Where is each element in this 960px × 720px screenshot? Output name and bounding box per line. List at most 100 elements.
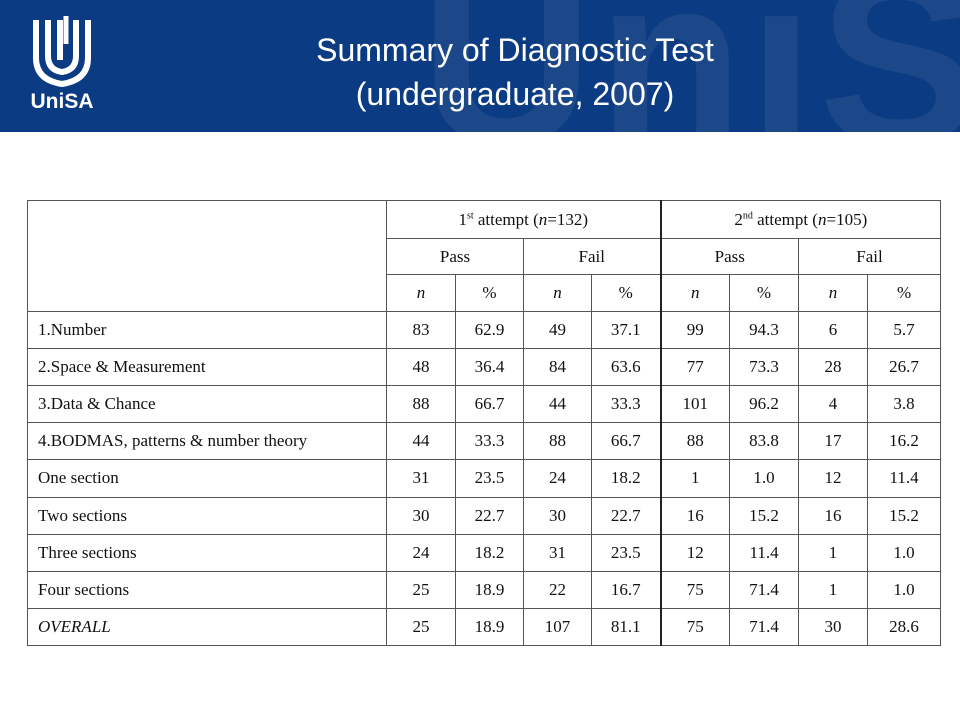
value-cell: 81.1 — [590, 607, 662, 647]
attempt-1-fail-header: Fail — [522, 238, 662, 275]
header-row-n-pct: n % n % n % n % — [28, 274, 942, 312]
value-cell: 25 — [386, 607, 456, 647]
unisa-logo-icon — [33, 16, 91, 88]
value-cell: 75 — [660, 607, 731, 647]
attempt-2-fail-header: Fail — [798, 238, 942, 275]
table-row: 3.Data & Chance 88 66.7 44 33.3 101 96.2 4 3.8 — [27, 385, 942, 424]
col-pct-header: % — [867, 274, 942, 312]
value-cell: 44 — [386, 422, 456, 461]
attempt-1-pass-header: Pass — [386, 238, 524, 275]
value-cell: 62.9 — [455, 310, 524, 350]
value-cell: 1 — [660, 459, 731, 498]
col-n-header: n — [386, 274, 456, 312]
value-cell: 30 — [386, 496, 456, 535]
value-cell: 16.7 — [590, 570, 662, 609]
table-row: 2.Space & Measurement 48 36.4 84 63.6 77 73.3 2… — [27, 348, 942, 387]
title-line-2: (undergraduate, 2007) — [355, 76, 675, 112]
value-cell: 18.9 — [455, 607, 524, 647]
row-label: 3.Data & Chance — [27, 385, 387, 424]
value-cell: 25 — [386, 570, 456, 609]
col-n-header: n — [798, 274, 869, 312]
row-label: 4.BODMAS, patterns & number theory — [27, 422, 387, 461]
value-cell: 33.3 — [590, 385, 662, 424]
value-cell: 15.2 — [729, 496, 800, 535]
table-row: 1.Number 83 62.9 49 37.1 99 94.3 6 5.7 — [27, 310, 942, 350]
value-cell: 99 — [660, 310, 731, 350]
value-cell: 18.9 — [455, 570, 524, 609]
value-cell: 94.3 — [729, 310, 800, 350]
attempt-1-header: 1st attempt (n=132) — [385, 200, 662, 239]
value-cell: 17 — [798, 422, 869, 461]
value-cell: 26.7 — [867, 348, 942, 387]
col-pct-header: % — [455, 274, 524, 312]
title-line-1: Summary of Diagnostic Test — [316, 32, 714, 68]
table-row: Three sections 24 18.2 31 23.5 12 11.4 1 1.0 — [27, 533, 942, 572]
value-cell: 107 — [523, 607, 592, 647]
value-cell: 48 — [386, 348, 456, 387]
value-cell: 83.8 — [729, 422, 800, 461]
value-cell: 1.0 — [729, 459, 800, 498]
row-label: 2.Space & Measurement — [27, 348, 387, 387]
value-cell: 66.7 — [590, 422, 662, 461]
header-watermark: UniSA — [420, 0, 960, 132]
row-label: Four sections — [27, 570, 387, 609]
row-label: Two sections — [27, 496, 387, 535]
slide-title: Summary of Diagnostic Test (undergraduat… — [200, 28, 830, 116]
slide-header: UniSA UniSA Summary of Diagnostic Test (… — [0, 0, 960, 132]
value-cell: 1 — [798, 570, 869, 609]
attempt-2-header: 2nd attempt (n=105) — [660, 200, 942, 239]
value-cell: 23.5 — [590, 533, 662, 572]
value-cell: 44 — [523, 385, 592, 424]
value-cell: 73.3 — [729, 348, 800, 387]
value-cell: 12 — [798, 459, 869, 498]
header-row-attempts: 1st attempt (n=132) 2nd attempt (n=105) — [27, 200, 942, 312]
value-cell: 88 — [523, 422, 592, 461]
col-n-header: n — [660, 274, 731, 312]
value-cell: 28 — [798, 348, 869, 387]
value-cell: 16.2 — [867, 422, 942, 461]
table-body: 1.Number 83 62.9 49 37.1 99 94.3 6 5.7 2.Space & … — [27, 310, 942, 647]
value-cell: 18.2 — [455, 533, 524, 572]
table-row: Two sections 30 22.7 30 22.7 16 15.2 16 15.2 — [27, 496, 942, 535]
value-cell: 18.2 — [590, 459, 662, 498]
value-cell: 22.7 — [455, 496, 524, 535]
value-cell: 96.2 — [729, 385, 800, 424]
value-cell: 12 — [660, 533, 731, 572]
value-cell: 33.3 — [455, 422, 524, 461]
col-pct-header: % — [729, 274, 800, 312]
corner-cell — [27, 200, 387, 312]
value-cell: 3.8 — [867, 385, 942, 424]
table-row: 4.BODMAS, patterns & number theory 44 33.3… — [27, 422, 942, 461]
attempt-2-pass-header: Pass — [660, 238, 800, 275]
value-cell: 71.4 — [729, 570, 800, 609]
value-cell: 1.0 — [867, 570, 942, 609]
value-cell: 16 — [660, 496, 731, 535]
value-cell: 31 — [523, 533, 592, 572]
logo-text: UniSA — [30, 90, 94, 113]
row-label: Three sections — [27, 533, 387, 572]
value-cell: 1 — [798, 533, 869, 572]
table-row: One section 31 23.5 24 18.2 1 1.0 12 11.4 — [27, 459, 942, 498]
value-cell: 5.7 — [867, 310, 942, 350]
value-cell: 22.7 — [590, 496, 662, 535]
value-cell: 36.4 — [455, 348, 524, 387]
value-cell: 11.4 — [729, 533, 800, 572]
value-cell: 28.6 — [867, 607, 942, 647]
value-cell: 11.4 — [867, 459, 942, 498]
value-cell: 77 — [660, 348, 731, 387]
row-label: OVERALL — [27, 607, 387, 647]
header-row-pass-fail: Pass Fail Pass Fail — [28, 238, 942, 275]
value-cell: 30 — [523, 496, 592, 535]
col-pct-header: % — [590, 274, 662, 312]
row-label: 1.Number — [27, 310, 387, 350]
table-row: OVERALL 25 18.9 107 81.1 75 71.4 30 28.6 — [27, 607, 942, 647]
diagnostic-summary-table: 1st attempt (n=132) 2nd attempt (n=105) … — [27, 200, 942, 647]
row-label: One section — [27, 459, 387, 498]
value-cell: 71.4 — [729, 607, 800, 647]
value-cell: 31 — [386, 459, 456, 498]
value-cell: 24 — [386, 533, 456, 572]
value-cell: 6 — [798, 310, 869, 350]
value-cell: 63.6 — [590, 348, 662, 387]
value-cell: 24 — [523, 459, 592, 498]
value-cell: 88 — [660, 422, 731, 461]
